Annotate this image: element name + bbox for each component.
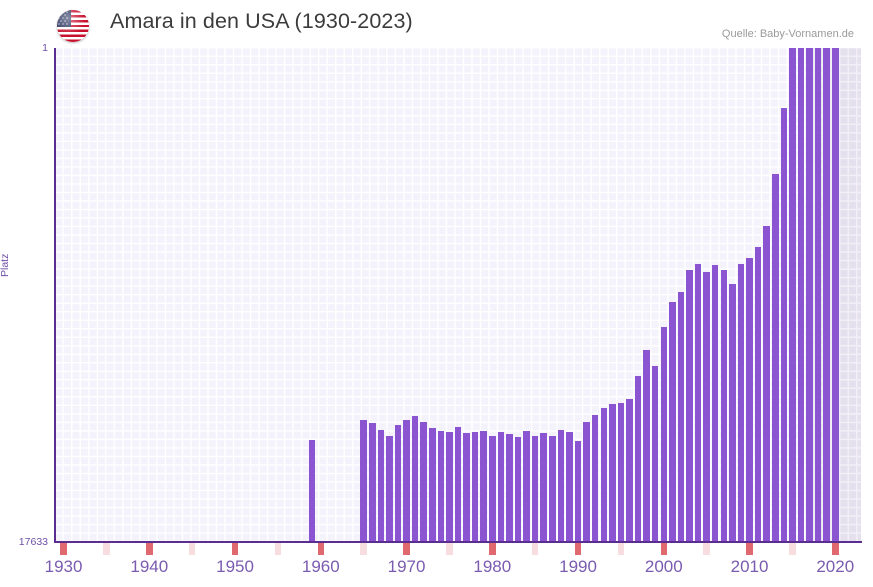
bar-2008 — [729, 284, 736, 542]
bar-1988 — [557, 430, 565, 542]
bar-1971 — [411, 416, 419, 542]
bar-2017 — [806, 48, 813, 542]
x-tick-1940: 1940 — [130, 557, 169, 576]
bar-2010 — [746, 258, 753, 542]
bar-1974 — [437, 431, 445, 542]
x-tick-1980: 1980 — [473, 557, 512, 576]
bar-1983 — [514, 437, 522, 542]
x-tick-1970: 1970 — [387, 557, 426, 576]
x-tick-1960: 1960 — [301, 557, 340, 576]
bar-2003 — [686, 270, 693, 542]
usa-flag-circle-icon — [57, 10, 89, 42]
bar-2020 — [832, 48, 839, 542]
y-tick-1: 1 — [42, 42, 48, 54]
bar-2015 — [789, 48, 796, 542]
tickmark-1930 — [60, 543, 67, 555]
bar-2019 — [823, 48, 830, 542]
bar-1990 — [574, 441, 582, 542]
bar-2011 — [754, 247, 762, 542]
bar-1999 — [651, 366, 659, 542]
bar-1994 — [609, 404, 616, 542]
tickmark-1955 — [274, 543, 282, 555]
tickmark-1975 — [446, 543, 453, 555]
bar-2013 — [771, 174, 779, 542]
bar-1976 — [454, 427, 462, 542]
bar-1997 — [634, 376, 642, 542]
bar-1966 — [368, 423, 376, 542]
bar-2018 — [814, 48, 822, 542]
plot-area — [55, 48, 861, 542]
tickmark-1990 — [574, 543, 582, 555]
x-axis-line — [54, 541, 862, 543]
bar-1967 — [377, 430, 385, 542]
tickmark-1940 — [146, 543, 153, 555]
tickmark-2000 — [660, 543, 668, 555]
bar-1991 — [583, 422, 590, 542]
tickmark-1980 — [489, 543, 496, 555]
tickmark-2020 — [832, 543, 839, 555]
bar-1984 — [523, 431, 530, 542]
x-tick-2020: 2020 — [816, 557, 855, 576]
tickmark-1985 — [531, 543, 539, 555]
bar-2009 — [737, 264, 745, 542]
bar-1968 — [386, 436, 393, 542]
x-tick-1990: 1990 — [559, 557, 597, 576]
bar-1959 — [308, 440, 316, 542]
y-axis-label: Platz — [0, 253, 11, 277]
bar-1981 — [497, 432, 505, 542]
bar-1982 — [506, 434, 513, 542]
tickmark-2010 — [746, 543, 753, 555]
bar-2005 — [703, 272, 710, 542]
bar-1977 — [463, 433, 470, 542]
bar-1979 — [480, 431, 487, 542]
source-attribution: Quelle: Baby-Vornamen.de — [721, 28, 854, 40]
bar-2014 — [780, 108, 788, 542]
bar-1970 — [403, 420, 410, 542]
x-tick-2000: 2000 — [644, 557, 683, 576]
bar-1986 — [540, 433, 547, 542]
bar-1978 — [471, 432, 479, 542]
bar-1985 — [531, 436, 539, 542]
bar-2007 — [720, 270, 728, 542]
y-tick-17633: 17633 — [18, 536, 48, 548]
bar-1987 — [549, 436, 556, 542]
bar-1996 — [626, 399, 633, 542]
tickmark-1960 — [317, 543, 325, 555]
bar-1993 — [600, 408, 608, 542]
bar-2016 — [797, 48, 805, 542]
tickmark-1945 — [188, 543, 196, 555]
bar-2006 — [711, 265, 719, 542]
tickmark-1970 — [403, 543, 410, 555]
tickmark-1965 — [360, 543, 367, 555]
bar-2012 — [763, 226, 770, 542]
y-axis-line — [54, 48, 56, 542]
tickmark-2005 — [703, 543, 710, 555]
bar-1969 — [394, 425, 402, 542]
bar-1973 — [429, 428, 436, 542]
bar-1965 — [360, 420, 367, 542]
bar-1989 — [566, 432, 573, 542]
page-title: Amara in den USA (1930-2023) — [110, 9, 413, 33]
x-tick-2010: 2010 — [730, 557, 769, 576]
tickmark-2015 — [789, 543, 796, 555]
tickmark-1995 — [617, 543, 625, 555]
tickmark-1935 — [103, 543, 110, 555]
bar-1992 — [591, 415, 599, 542]
bar-2001 — [669, 302, 676, 542]
bar-1995 — [617, 403, 625, 542]
bar-1975 — [446, 432, 453, 542]
bar-1972 — [420, 422, 427, 542]
x-tick-1950: 1950 — [216, 557, 254, 576]
bar-2000 — [660, 327, 668, 542]
tickmark-1950 — [231, 543, 239, 555]
bar-2004 — [694, 264, 702, 542]
bar-2002 — [677, 292, 685, 542]
x-tick-1930: 1930 — [44, 557, 83, 576]
bar-1980 — [489, 436, 496, 542]
bar-1998 — [643, 350, 650, 542]
chart-header: Amara in den USA (1930-2023) Quelle: Bab… — [0, 0, 873, 48]
